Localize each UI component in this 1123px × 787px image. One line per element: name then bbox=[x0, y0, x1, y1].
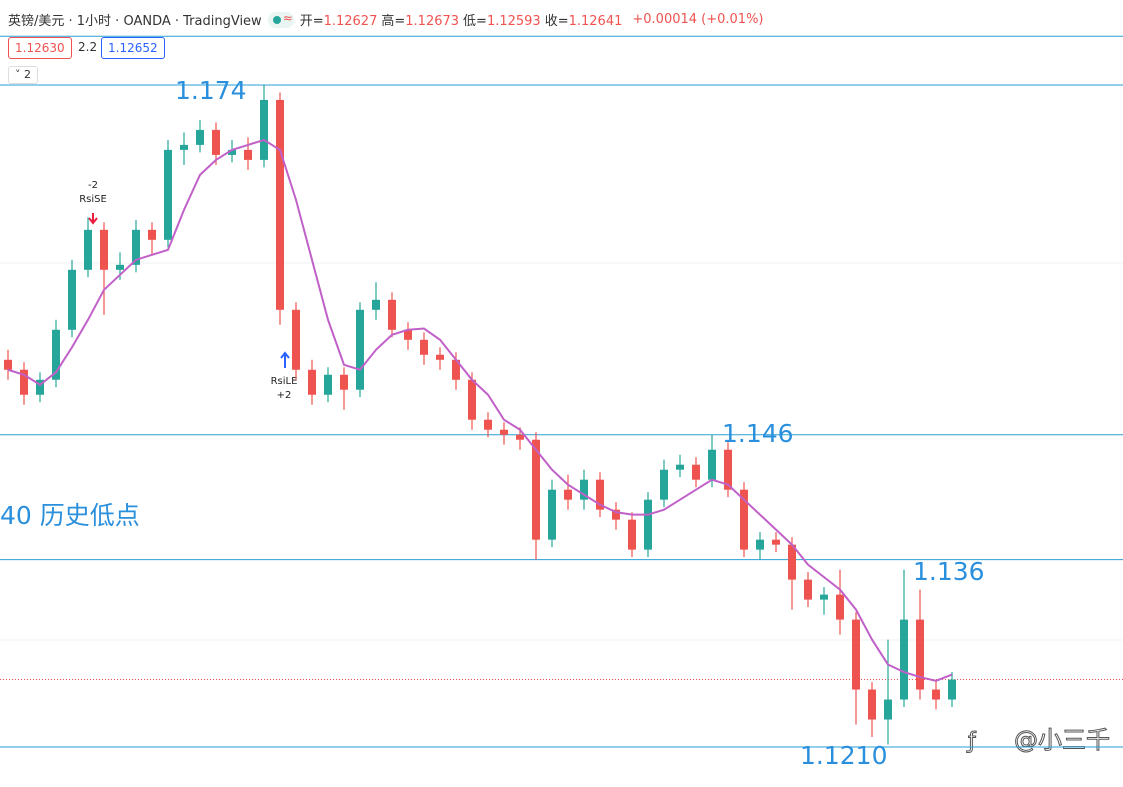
candle-body bbox=[276, 99, 284, 310]
candle-body bbox=[500, 429, 508, 435]
spread: 2.2 bbox=[72, 37, 104, 57]
candle-body bbox=[36, 379, 44, 395]
ohlc-label: 高= bbox=[381, 14, 406, 29]
candle-body bbox=[692, 464, 700, 480]
note: 40 历史低点 bbox=[0, 501, 140, 530]
candle-body bbox=[388, 299, 396, 330]
candle-body bbox=[788, 544, 796, 580]
candle-body bbox=[900, 619, 908, 700]
candle-body bbox=[948, 679, 956, 700]
indicator-count: 2 bbox=[24, 68, 31, 81]
status-icon[interactable]: ≈ bbox=[267, 11, 294, 28]
candle-body bbox=[324, 374, 332, 395]
candle-body bbox=[148, 229, 156, 240]
candle-body bbox=[676, 464, 684, 470]
candle-body bbox=[212, 129, 220, 155]
candle-body bbox=[916, 619, 924, 690]
ohlc-label: 低= bbox=[463, 14, 487, 29]
candle-body bbox=[180, 144, 188, 150]
level-label: 1.1210 bbox=[800, 741, 887, 770]
level-label: 1.146 bbox=[722, 419, 794, 448]
candle-body bbox=[292, 309, 300, 370]
candle-body bbox=[52, 329, 60, 380]
ohlc-label: 开= bbox=[299, 14, 324, 29]
candle-body bbox=[564, 489, 572, 500]
buy-arrow bbox=[280, 351, 290, 368]
buy-button[interactable]: 1.12652 bbox=[101, 37, 165, 59]
candle-body bbox=[596, 479, 604, 510]
header: 英镑/美元 · 1小时 · OANDA · TradingView ≈ 开=1.… bbox=[8, 10, 764, 30]
ohlc: 开=1.12627 高=1.12673 低=1.12593 收=1.12641 bbox=[300, 10, 627, 29]
candle-body bbox=[68, 269, 76, 330]
candle-body bbox=[660, 469, 668, 500]
ohlc-label: 收= bbox=[544, 14, 569, 29]
candle-body bbox=[132, 229, 140, 265]
candle-body bbox=[772, 539, 780, 545]
watermark: @小三千 bbox=[1014, 726, 1110, 754]
candle-body bbox=[228, 149, 236, 155]
candle-body bbox=[804, 579, 812, 600]
candle-body bbox=[244, 149, 252, 160]
candle-body bbox=[404, 329, 412, 340]
candle-body bbox=[308, 369, 316, 395]
level-label: 1.174 bbox=[175, 76, 247, 105]
candle-body bbox=[548, 489, 556, 540]
candle-body bbox=[452, 359, 460, 380]
candle-body bbox=[196, 129, 204, 145]
candle-body bbox=[164, 149, 172, 240]
candle-body bbox=[100, 229, 108, 270]
signal-qty: +2 bbox=[277, 390, 292, 401]
ohlc-value: 1.12673 bbox=[405, 14, 460, 29]
candle-body bbox=[612, 509, 620, 520]
signal-qty: -2 bbox=[88, 180, 98, 191]
candle-body bbox=[372, 299, 380, 310]
candle-body bbox=[580, 479, 588, 500]
candle-body bbox=[4, 359, 12, 370]
candle-body bbox=[116, 264, 124, 270]
candle-body bbox=[84, 229, 92, 270]
candle-body bbox=[884, 699, 892, 720]
candle-body bbox=[820, 594, 828, 600]
candle-body bbox=[20, 369, 28, 395]
candle-body bbox=[756, 539, 764, 550]
ohlc-value: 1.12641 bbox=[568, 14, 623, 29]
candle-body bbox=[740, 489, 748, 550]
signal-label: RsiLE bbox=[271, 376, 298, 387]
watermark-logo: ƒ bbox=[966, 729, 977, 754]
candle-body bbox=[356, 309, 364, 390]
signal-label: RsiSE bbox=[79, 194, 107, 205]
candle-body bbox=[260, 99, 268, 160]
sell-button[interactable]: 1.12630 bbox=[8, 37, 72, 59]
candle-body bbox=[420, 339, 428, 355]
candle-body bbox=[516, 434, 524, 440]
candle-body bbox=[932, 689, 940, 700]
candle-body bbox=[484, 419, 492, 430]
candle-body bbox=[852, 619, 860, 690]
candle-body bbox=[836, 594, 844, 620]
moving-average bbox=[7, 138, 953, 682]
candle-body bbox=[436, 354, 444, 360]
candle-body bbox=[868, 689, 876, 720]
symbol: 英镑/美元 · 1小时 · OANDA · TradingView bbox=[8, 14, 262, 29]
candle-body bbox=[628, 519, 636, 550]
indicator-toggle[interactable]: ˅ 2 bbox=[8, 66, 38, 84]
candle-body bbox=[532, 439, 540, 540]
candle-body bbox=[724, 449, 732, 490]
ohlc-value: 1.12593 bbox=[486, 14, 541, 29]
candle-body bbox=[644, 499, 652, 550]
change: +0.00014 (+0.01%) bbox=[632, 12, 764, 27]
sell-arrow bbox=[88, 213, 98, 225]
candle-body bbox=[708, 449, 716, 480]
ohlc-value: 1.12627 bbox=[323, 14, 378, 29]
candle-body bbox=[340, 374, 348, 390]
candle-body bbox=[468, 379, 476, 420]
level-label: 1.136 bbox=[913, 557, 985, 586]
